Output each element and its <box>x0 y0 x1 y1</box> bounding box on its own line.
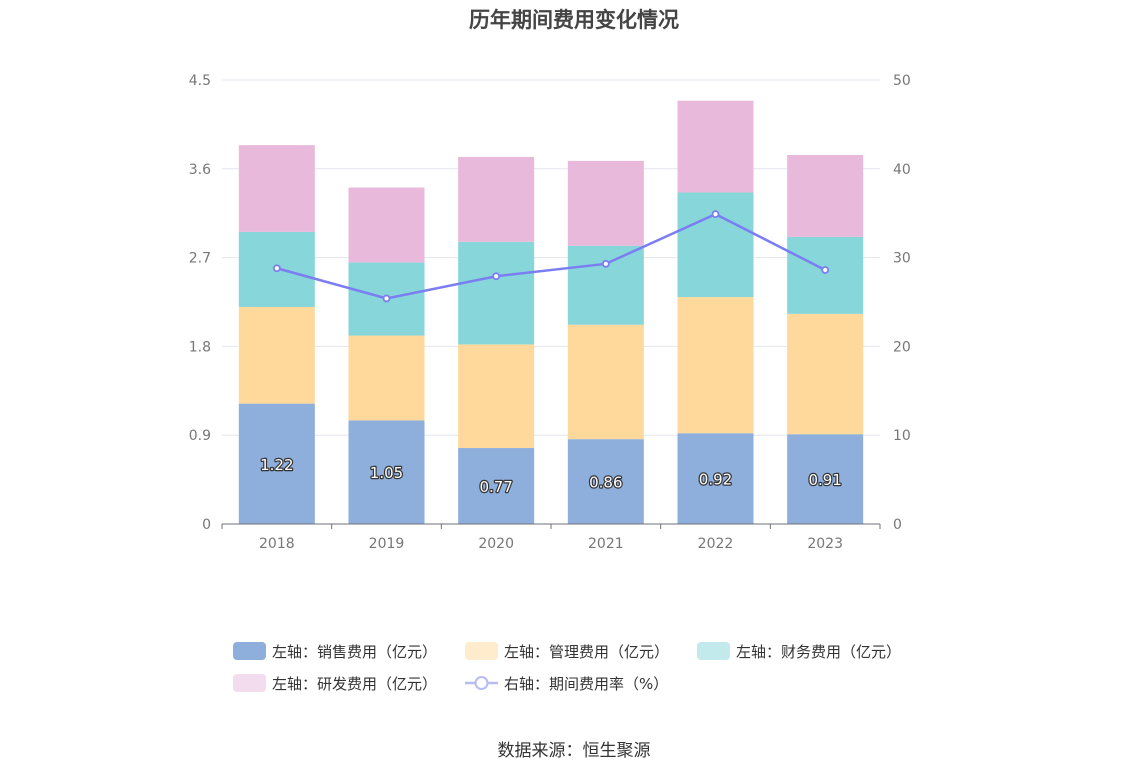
bar-segment <box>677 100 754 193</box>
legend-swatch <box>697 642 730 660</box>
grid-lines <box>222 79 880 436</box>
bar-segment <box>787 313 864 435</box>
y-left-tick-label: 4.5 <box>189 73 211 89</box>
bar-segment <box>567 439 644 524</box>
legend-label: 左轴：管理费用（亿元） <box>504 643 669 661</box>
bar-segment <box>787 434 864 524</box>
bar-segment <box>458 241 535 345</box>
bar-segment <box>348 420 425 524</box>
chart-title: 历年期间费用变化情况 <box>469 8 679 32</box>
bar-segment <box>238 403 315 524</box>
x-tick-label: 2018 <box>259 536 295 552</box>
legend-swatch <box>233 674 266 692</box>
rate-point <box>382 294 391 303</box>
bar-segment <box>348 335 425 421</box>
bar-segment <box>458 156 535 242</box>
bars <box>238 100 864 524</box>
source-note: 数据来源：恒生聚源 <box>497 741 651 761</box>
rate-point <box>601 259 610 268</box>
bar-segment <box>567 245 644 325</box>
y-left-tick-label: 3.6 <box>189 162 211 178</box>
y-right-tick-label: 30 <box>893 251 911 267</box>
y-right-tick-label: 20 <box>893 339 911 355</box>
y-left-tick-label: 1.8 <box>189 339 211 355</box>
rate-point <box>272 264 281 273</box>
y-right-tick-label: 10 <box>893 428 911 444</box>
bar-segment <box>787 154 864 237</box>
x-tick-label: 2023 <box>807 536 843 552</box>
data-label: 1.05 <box>370 464 403 482</box>
bar-segment <box>677 297 754 434</box>
rate-point <box>821 266 830 274</box>
legend-swatch <box>465 642 498 660</box>
x-tick-label: 2020 <box>478 536 514 552</box>
x-tick-label: 2021 <box>588 536 624 552</box>
legend-swatch <box>233 642 266 660</box>
bar-segment <box>567 160 644 246</box>
x-tick-label: 2022 <box>698 536 734 552</box>
legend-label: 左轴：研发费用（亿元） <box>272 675 437 693</box>
bar-segment <box>348 187 425 263</box>
data-label: 1.22 <box>260 456 293 474</box>
bar-segment <box>458 448 535 524</box>
rate-line-path <box>276 212 826 300</box>
y-left-tick-label: 2.7 <box>189 251 211 267</box>
x-tick-label: 2019 <box>369 536 405 552</box>
legend-swatch-marker <box>474 676 489 690</box>
rate-line <box>272 210 830 303</box>
axes: 0 0 0.9 10 1.8 20 2.7 30 3.6 40 4.5 50 2018 2019 2020 2… <box>189 73 911 552</box>
bar-segment <box>238 306 315 404</box>
data-label: 0.77 <box>479 478 512 496</box>
data-label: 0.86 <box>589 474 622 492</box>
bar-segment <box>458 344 535 449</box>
legend-label: 左轴：销售费用（亿元） <box>272 643 437 661</box>
bar-segment <box>677 433 754 524</box>
rate-point <box>492 272 501 281</box>
legend: 左轴：销售费用（亿元） 左轴：管理费用（亿元） 左轴：财务费用（亿元） 左轴：研发费用… <box>233 642 901 693</box>
bar-segment <box>567 324 644 440</box>
y-right-tick-label: 0 <box>893 517 902 533</box>
data-labels: 1.22 1.05 0.77 0.86 0.92 0.91 <box>259 455 843 498</box>
y-left-tick-label: 0.9 <box>189 428 211 444</box>
y-right-tick-label: 40 <box>893 162 911 178</box>
data-label: 0.92 <box>699 471 732 489</box>
legend-label: 左轴：财务费用（亿元） <box>736 643 901 661</box>
rate-point <box>711 210 720 218</box>
y-left-tick-label: 0 <box>202 517 211 533</box>
bar-segment <box>677 192 754 298</box>
legend-label: 右轴：期间费用率（%） <box>504 675 668 693</box>
data-label: 0.91 <box>808 471 841 489</box>
bar-segment <box>787 236 864 314</box>
y-right-tick-label: 50 <box>893 73 911 89</box>
bar-segment <box>238 145 315 232</box>
